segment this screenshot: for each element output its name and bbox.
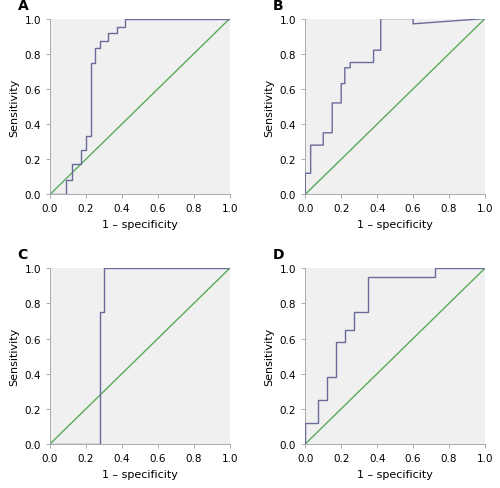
X-axis label: 1 – specificity: 1 – specificity xyxy=(102,468,178,479)
Text: A: A xyxy=(18,0,28,13)
X-axis label: 1 – specificity: 1 – specificity xyxy=(357,468,433,479)
Y-axis label: Sensitivity: Sensitivity xyxy=(9,78,19,136)
Y-axis label: Sensitivity: Sensitivity xyxy=(264,78,274,136)
Text: B: B xyxy=(273,0,283,13)
Text: D: D xyxy=(273,247,284,262)
Text: C: C xyxy=(18,247,28,262)
X-axis label: 1 – specificity: 1 – specificity xyxy=(357,220,433,229)
Y-axis label: Sensitivity: Sensitivity xyxy=(9,327,19,386)
Y-axis label: Sensitivity: Sensitivity xyxy=(264,327,274,386)
X-axis label: 1 – specificity: 1 – specificity xyxy=(102,220,178,229)
